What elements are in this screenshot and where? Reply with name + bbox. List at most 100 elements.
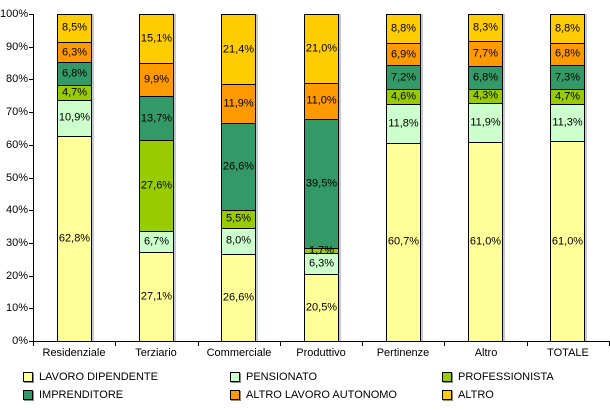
x-axis-category-label: Commerciale <box>206 347 272 359</box>
legend-item-imprenditore: IMPRENDITORE <box>23 388 230 401</box>
x-axis-line <box>33 341 610 342</box>
bar-segment-professionista: 5,5% <box>221 209 256 228</box>
bar-segment-pensionato: 6,3% <box>304 253 339 274</box>
segment-value-label: 39,5% <box>305 177 338 190</box>
segment-value-label: 11,9% <box>223 97 254 110</box>
bar-segment-altro: 8,3% <box>468 14 503 42</box>
y-axis-tick <box>29 145 33 146</box>
y-axis-tick <box>29 14 33 15</box>
legend-swatch-icon <box>23 389 33 400</box>
y-axis-line <box>33 14 34 341</box>
y-axis-tick-label: 10% <box>5 302 28 314</box>
y-axis-tick <box>29 243 33 244</box>
bar-segment-imprenditore: 13,7% <box>139 95 174 141</box>
legend-swatch-icon <box>442 389 452 400</box>
bar-produttivo: 20,5% 6,3% 1,7% 39,5% 11,0% 21,0% <box>304 14 339 341</box>
legend-label: ALTRO <box>458 388 494 401</box>
y-axis-tick-label: 20% <box>5 270 28 282</box>
bar-segment-pensionato: 8,0% <box>221 227 256 255</box>
segment-value-label: 7,7% <box>472 47 499 60</box>
bar-segment-altro-lavoro-autonomo: 9,9% <box>139 63 174 96</box>
x-axis-category-label: Produttivo <box>296 347 346 359</box>
y-axis-tick-label: 60% <box>5 139 28 151</box>
segment-value-label: 27,6% <box>140 179 173 192</box>
bar-segment-altro: 15,1% <box>139 14 174 64</box>
x-axis-tick <box>198 342 199 346</box>
segment-value-label: 9,9% <box>143 73 170 86</box>
x-axis-tick <box>33 342 34 346</box>
segment-value-label: 61,0% <box>469 235 502 248</box>
segment-value-label: 10,9% <box>58 111 91 124</box>
y-axis-tick <box>29 276 33 277</box>
y-axis-tick-label: 100% <box>0 8 29 20</box>
legend-item-altro-lavoro-autonomo: ALTRO LAVORO AUTONOMO <box>230 388 442 401</box>
legend-label: LAVORO DIPENDENTE <box>39 370 158 383</box>
legend-item-lavoro-dipendente: LAVORO DIPENDENTE <box>23 370 230 383</box>
y-axis-tick <box>29 112 33 113</box>
plot-area: 62,8% 10,9% 4,7% 6,8% 6,3% 8,5% 27,1% 6,7% 27,6%… <box>33 14 610 342</box>
segment-value-label: 7,2% <box>390 71 417 84</box>
x-axis-tick <box>362 342 363 346</box>
x-axis-category-label: Pertinenze <box>376 347 430 359</box>
segment-value-label: 11,0% <box>306 94 337 107</box>
segment-value-label: 11,8% <box>388 117 419 130</box>
segment-value-label: 4,7% <box>554 90 581 103</box>
bar-segment-professionista: 4,3% <box>468 88 503 103</box>
bar-segment-altro: 8,8% <box>386 14 421 43</box>
legend-swatch-icon <box>230 371 240 382</box>
y-axis-tick <box>29 47 33 48</box>
bar-pertinenze: 60,7% 11,8% 4,6% 7,2% 6,9% 8,8% <box>386 14 421 341</box>
segment-value-label: 13,7% <box>140 112 173 125</box>
legend-item-pensionato: PENSIONATO <box>230 370 442 383</box>
segment-value-label: 5,5% <box>225 212 252 225</box>
segment-value-label: 4,3% <box>472 89 499 102</box>
y-axis-tick <box>29 341 33 342</box>
y-axis-tick <box>29 79 33 80</box>
y-axis-tick-label: 80% <box>5 73 28 85</box>
bar-segment-lavoro-dipendente: 61,0% <box>468 141 503 341</box>
bar-segment-imprenditore: 39,5% <box>304 118 339 248</box>
segment-value-label: 8,8% <box>554 22 581 35</box>
bar-segment-altro: 21,4% <box>221 14 256 85</box>
bar-commerciale: 26,6% 8,0% 5,5% 26,6% 11,9% 21,4% <box>221 14 256 341</box>
segment-value-label: 15,1% <box>140 32 173 45</box>
segment-value-label: 11,9% <box>470 116 501 129</box>
bar-segment-lavoro-dipendente: 26,6% <box>221 254 256 341</box>
legend-swatch-icon <box>230 389 240 400</box>
segment-value-label: 7,3% <box>554 71 581 84</box>
y-axis-tick-label: 90% <box>5 41 28 53</box>
y-axis-tick-label: 0% <box>12 335 28 347</box>
bar-segment-lavoro-dipendente: 27,1% <box>139 252 174 341</box>
segment-value-label: 6,3% <box>61 46 88 59</box>
segment-value-label: 8,0% <box>225 234 252 247</box>
y-axis-tick-label: 50% <box>5 172 28 184</box>
segment-value-label: 8,8% <box>390 22 417 35</box>
x-axis-tick <box>527 342 528 346</box>
bar-segment-altro-lavoro-autonomo: 6,9% <box>386 42 421 66</box>
bar-segment-altro: 8,5% <box>57 14 92 42</box>
segment-value-label: 62,8% <box>58 232 91 245</box>
y-axis-tick <box>29 308 33 309</box>
segment-value-label: 8,5% <box>61 21 88 34</box>
bar-segment-altro: 8,8% <box>550 14 585 43</box>
segment-value-label: 6,8% <box>554 47 581 60</box>
bar-segment-altro-lavoro-autonomo: 6,3% <box>57 41 92 63</box>
bar-altro: 61,0% 11,9% 4,3% 6,8% 7,7% 8,3% <box>468 14 503 341</box>
segment-value-label: 6,7% <box>143 235 170 248</box>
legend-item-altro: ALTRO <box>442 388 554 401</box>
bar-segment-imprenditore: 7,2% <box>386 65 421 89</box>
x-axis-category-label: TOTALE <box>547 347 589 359</box>
legend-label: PROFESSIONISTA <box>458 370 554 383</box>
bar-segment-professionista: 4,7% <box>550 88 585 105</box>
legend-label: PENSIONATO <box>246 370 318 383</box>
y-axis-tick <box>29 210 33 211</box>
bar-segment-altro: 21,0% <box>304 14 339 83</box>
segment-value-label: 61,0% <box>551 235 584 248</box>
segment-value-label: 1,7% <box>308 244 335 257</box>
segment-value-label: 26,6% <box>222 291 255 304</box>
y-axis-tick <box>29 178 33 179</box>
segment-value-label: 21,0% <box>305 42 338 55</box>
bar-segment-pensionato: 11,8% <box>386 103 421 143</box>
bar-segment-professionista: 27,6% <box>139 140 174 231</box>
bar-segment-pensionato: 10,9% <box>57 100 92 136</box>
